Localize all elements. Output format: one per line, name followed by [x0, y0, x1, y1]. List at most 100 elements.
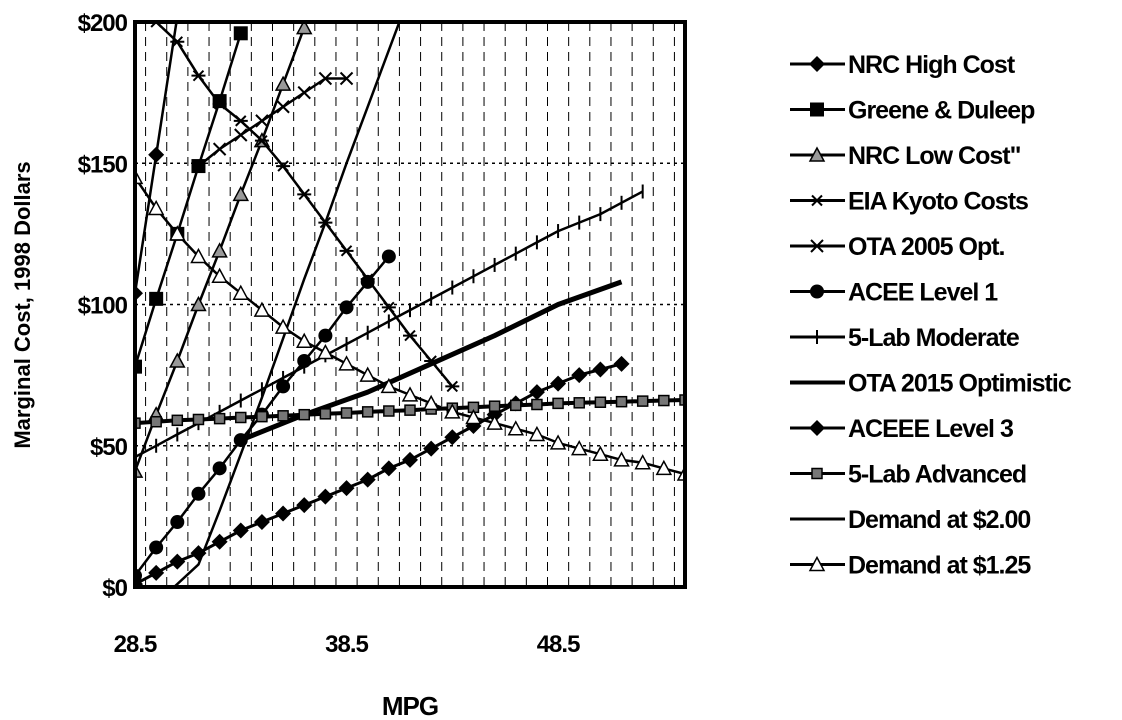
data-point — [295, 22, 313, 35]
data-point — [810, 239, 824, 253]
data-point — [359, 471, 376, 488]
data-point — [211, 533, 228, 550]
data-point — [253, 514, 270, 531]
data-point — [276, 379, 291, 394]
data-point — [232, 284, 250, 300]
series-line — [135, 32, 242, 367]
data-point — [190, 295, 207, 312]
data-point — [510, 399, 522, 412]
data-point — [592, 445, 609, 461]
plot-frame — [133, 20, 687, 589]
data-point — [808, 146, 826, 162]
x-tick-label: 28.5 — [114, 631, 157, 658]
data-point — [339, 71, 354, 86]
legend-label: NRC Low Cost" — [848, 142, 1021, 170]
data-point — [297, 188, 312, 201]
data-point — [810, 102, 824, 117]
data-point — [295, 332, 313, 348]
data-point — [233, 115, 248, 127]
legend-label: Demand at $2.00 — [848, 506, 1030, 534]
data-point — [380, 377, 398, 394]
legend-item: ACEEE Level 3 — [790, 415, 1014, 443]
data-point — [169, 553, 186, 570]
data-point — [361, 406, 374, 418]
series-line — [135, 22, 308, 472]
data-point — [211, 242, 228, 258]
data-point — [445, 380, 460, 393]
data-point — [339, 245, 354, 257]
data-point — [191, 69, 206, 82]
data-point — [360, 274, 375, 289]
data-point — [810, 194, 824, 207]
data-point — [552, 397, 564, 410]
data-point — [422, 394, 440, 411]
legend-item: 5-Lab Advanced — [790, 461, 1027, 489]
data-point — [634, 454, 651, 470]
data-point — [297, 85, 311, 100]
y-axis-title: Marginal Cost, 1998 Dollars — [10, 161, 35, 448]
legend-label: ACEE Level 1 — [848, 279, 998, 307]
y-tick-label: $50 — [90, 434, 128, 461]
data-point — [507, 420, 525, 436]
data-point — [404, 404, 416, 416]
data-point — [274, 75, 292, 91]
data-point — [423, 440, 440, 457]
data-point — [150, 415, 162, 428]
legend-item: Greene & Duleep — [790, 97, 1036, 125]
y-tick-label: $150 — [78, 151, 128, 178]
legend-item: NRC High Cost — [790, 51, 1017, 79]
legend-item: OTA 2005 Opt. — [790, 233, 1006, 261]
data-point — [212, 98, 227, 110]
data-point — [339, 300, 354, 315]
data-point — [318, 328, 333, 343]
data-point — [147, 199, 165, 216]
data-point — [276, 100, 290, 114]
data-point — [531, 398, 543, 411]
x-tick-label: 48.5 — [537, 631, 580, 658]
data-point — [149, 540, 164, 555]
data-point — [318, 71, 333, 86]
data-point — [277, 410, 289, 422]
legend-item: 5-Lab Moderate — [790, 324, 1021, 352]
legend-label: Greene & Duleep — [848, 97, 1035, 125]
data-point — [135, 359, 142, 374]
data-point — [380, 460, 397, 477]
data-point — [809, 56, 825, 72]
data-point — [253, 301, 271, 317]
data-point — [809, 420, 825, 436]
data-point — [191, 486, 206, 501]
legend-item: ACEE Level 1 — [790, 279, 999, 307]
legend-label: OTA 2015 Optimistic — [848, 370, 1072, 398]
data-point — [170, 36, 185, 48]
data-point — [594, 396, 607, 408]
data-point — [655, 459, 673, 476]
legend-label: 5-Lab Advanced — [848, 461, 1026, 489]
data-point — [573, 397, 585, 409]
data-point — [571, 367, 588, 384]
plot-series — [135, 22, 685, 587]
data-point — [402, 451, 418, 468]
legend-label: EIA Kyoto Costs — [848, 188, 1028, 216]
data-point — [296, 497, 313, 514]
data-point — [403, 329, 417, 342]
data-point — [340, 407, 353, 419]
data-point — [401, 386, 419, 402]
legend: NRC High Cost Greene & Duleep NRC Low Cost… — [790, 51, 1073, 580]
data-point — [276, 160, 291, 172]
legend-item: Demand at $2.00 — [790, 506, 1031, 534]
data-point — [613, 451, 630, 467]
data-point — [317, 343, 334, 360]
data-point — [615, 395, 628, 408]
data-point — [148, 146, 165, 163]
data-point — [811, 467, 823, 480]
data-point — [636, 395, 649, 407]
data-point — [212, 461, 227, 476]
data-point — [232, 522, 249, 539]
data-point — [254, 134, 269, 147]
data-point — [149, 22, 164, 28]
y-tick-label: $200 — [78, 10, 128, 37]
legend-label: ACEEE Level 3 — [848, 415, 1013, 443]
data-point — [213, 412, 226, 425]
series-line — [135, 176, 685, 476]
data-point — [191, 159, 206, 173]
